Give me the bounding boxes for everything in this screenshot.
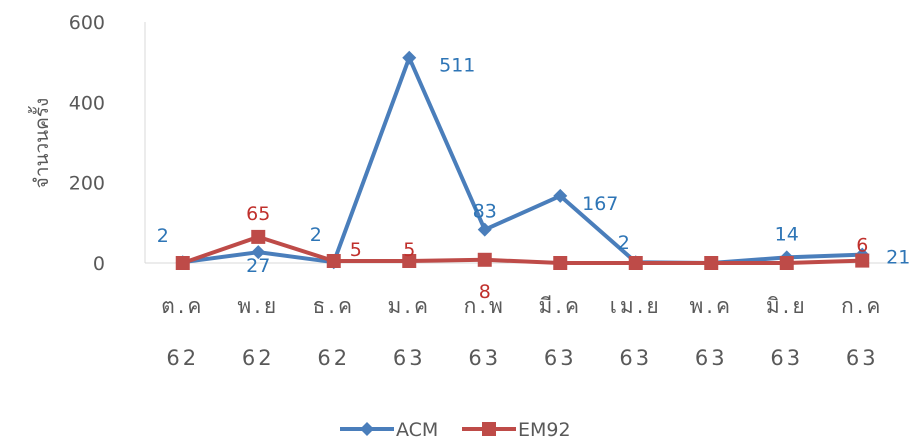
x-tick-label-month: มี.ค [538,294,582,318]
x-tick-label-month: พ.ย [237,294,279,318]
series-acm [175,50,870,270]
data-label-em92: 65 [246,203,270,225]
data-label-acm: 511 [439,55,475,77]
legend-marker [360,422,374,436]
y-tick-label: 400 [69,92,105,114]
x-tick-label-month: ธ.ค [312,294,355,318]
x-tick-label-year: 62 [242,346,275,370]
y-tick-label: 600 [69,12,105,34]
legend-marker [482,422,496,436]
data-point-acm [402,50,417,65]
data-label-acm: 2 [157,225,169,247]
data-point-em92 [779,256,794,270]
data-point-em92 [553,256,568,270]
data-point-acm [251,245,266,260]
data-point-em92 [704,256,719,270]
x-tick-label-year: 63 [846,346,879,370]
y-axis-tick-labels: 0 200 400 600 [69,12,105,275]
x-tick-label-year: 63 [695,346,728,370]
y-tick-label: 200 [69,173,105,195]
series-line-acm [182,55,863,265]
data-label-acm: 14 [775,223,799,245]
data-label-acm: 2 [310,224,322,246]
x-tick-label-month: ก.พ [464,294,506,318]
x-tick-label-month: มิ.ย [766,294,808,318]
x-tick-label-year: 63 [468,346,501,370]
x-tick-label-year: 62 [317,346,350,370]
data-label-acm: 167 [582,193,618,215]
data-point-em92 [175,256,190,270]
data-label-em92: 5 [350,239,362,261]
data-point-em92 [477,252,492,267]
x-tick-label-month: เม.ย [610,294,662,318]
data-point-em92 [326,253,341,268]
data-label-em92: 5 [403,239,415,261]
series-em92 [175,229,870,270]
x-tick-label-month: ก.ค [841,294,883,318]
data-point-acm [477,222,492,237]
data-point-acm [553,188,568,203]
x-tick-label-month: ต.ค [161,294,204,318]
data-point-em92 [628,256,643,270]
data-label-em92: 6 [856,235,868,257]
legend-item-acm: ACM [340,419,438,441]
x-tick-label-year: 63 [393,346,426,370]
x-axis-category-labels: ต.ค 62 พ.ย 62 ธ.ค 62 ม.ค 63 ก.พ 63 มี.ค 63 เม.ย 63 พ.ค… [161,294,883,370]
data-point-em92 [855,253,870,268]
data-point-em92 [251,229,266,244]
data-label-acm: 27 [246,255,270,277]
x-tick-label-year: 62 [166,346,199,370]
x-tick-label-month: พ.ค [689,294,733,318]
x-tick-label-month: ม.ค [387,294,431,318]
x-tick-label-year: 63 [770,346,803,370]
data-point-em92 [402,253,417,268]
data-label-acm: 2 [618,232,630,254]
legend: ACM EM92 [340,419,571,441]
data-label-em92: 8 [479,281,491,303]
series-layer [175,50,870,270]
legend-label: ACM [396,419,438,441]
legend-label: EM92 [518,419,571,441]
data-label-acm: 21 [886,247,910,269]
legend-item-em92: EM92 [462,419,571,441]
y-axis-title: จำนวนครั้ง [28,98,53,189]
series-line-em92 [182,234,863,265]
data-label-acm: 83 [473,201,497,223]
x-tick-label-year: 63 [619,346,652,370]
x-tick-label-year: 63 [544,346,577,370]
y-tick-label: 0 [93,253,105,275]
